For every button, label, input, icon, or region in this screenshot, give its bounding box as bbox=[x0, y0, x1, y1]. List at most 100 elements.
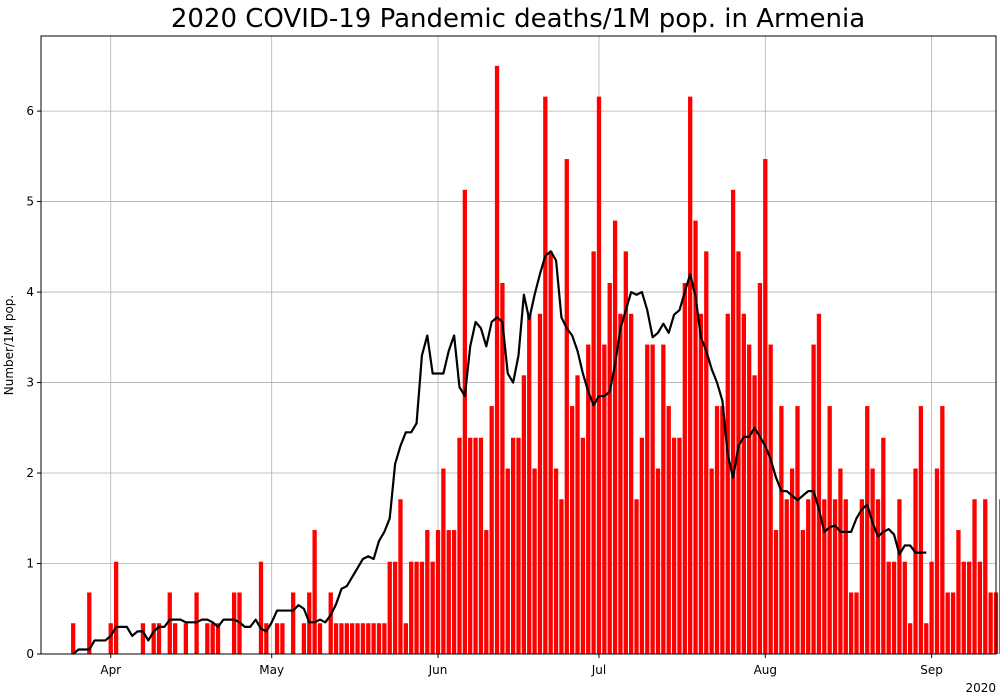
x-tick-label: Aug bbox=[754, 663, 777, 677]
bar bbox=[875, 499, 881, 654]
bar bbox=[430, 561, 435, 654]
bar bbox=[602, 344, 607, 654]
bar bbox=[591, 251, 596, 654]
bar bbox=[339, 623, 344, 654]
bar bbox=[537, 313, 543, 654]
y-tick-label: 1 bbox=[26, 557, 34, 571]
bar bbox=[183, 623, 188, 654]
bar bbox=[929, 561, 934, 654]
bar bbox=[473, 437, 478, 654]
bar bbox=[264, 623, 269, 654]
bar bbox=[988, 592, 993, 654]
bar bbox=[360, 623, 366, 654]
bar bbox=[457, 437, 462, 654]
bar bbox=[977, 561, 983, 654]
bar bbox=[559, 499, 564, 654]
bar bbox=[784, 499, 789, 654]
bar bbox=[355, 623, 360, 654]
bar bbox=[945, 592, 950, 654]
bar bbox=[789, 468, 795, 654]
y-tick-label: 4 bbox=[26, 285, 34, 299]
bar bbox=[843, 499, 848, 654]
bars-group bbox=[71, 65, 1000, 655]
bar bbox=[881, 437, 886, 654]
bar bbox=[763, 159, 768, 654]
bar bbox=[671, 437, 677, 654]
bar bbox=[747, 344, 752, 654]
bar bbox=[215, 623, 221, 654]
bar bbox=[779, 406, 784, 654]
y-axis-label: Number/1M pop. bbox=[2, 295, 16, 395]
bar bbox=[484, 530, 489, 654]
bar bbox=[961, 561, 966, 654]
bar bbox=[827, 406, 832, 654]
bar bbox=[167, 592, 172, 654]
bar bbox=[328, 592, 333, 654]
bar bbox=[972, 499, 977, 654]
bar bbox=[151, 623, 156, 654]
bar bbox=[419, 561, 425, 654]
bar bbox=[451, 530, 457, 654]
bar bbox=[768, 344, 773, 654]
bar bbox=[414, 561, 419, 654]
bar bbox=[500, 283, 505, 654]
y-tick-label: 6 bbox=[26, 104, 34, 118]
bar bbox=[71, 623, 76, 654]
bar bbox=[795, 406, 800, 654]
x-tick-label: May bbox=[259, 663, 284, 677]
plot-frame bbox=[40, 35, 997, 655]
bar bbox=[172, 623, 178, 654]
bar bbox=[655, 468, 661, 654]
bar bbox=[274, 623, 280, 654]
bar bbox=[773, 530, 779, 654]
bar bbox=[468, 437, 473, 654]
bar bbox=[382, 623, 387, 654]
bar bbox=[709, 468, 714, 654]
bar bbox=[478, 437, 484, 654]
bar bbox=[934, 468, 940, 654]
bar bbox=[521, 375, 527, 654]
bar bbox=[698, 313, 704, 654]
bar bbox=[913, 468, 918, 654]
bar bbox=[156, 623, 162, 654]
bar bbox=[462, 189, 467, 654]
bar bbox=[366, 623, 371, 654]
bar bbox=[623, 251, 628, 654]
bar bbox=[333, 623, 339, 654]
bar bbox=[441, 468, 446, 654]
bar bbox=[489, 406, 494, 654]
bar bbox=[924, 623, 929, 654]
chart-title: 2020 COVID-19 Pandemic deaths/1M pop. in… bbox=[171, 4, 865, 34]
bar bbox=[398, 499, 403, 654]
bar bbox=[752, 375, 757, 654]
bar bbox=[714, 406, 720, 654]
bar bbox=[344, 623, 349, 654]
bar bbox=[570, 406, 575, 654]
bar bbox=[838, 468, 843, 654]
bar bbox=[908, 623, 913, 654]
bar bbox=[205, 623, 210, 654]
bar bbox=[693, 220, 698, 654]
bar bbox=[312, 530, 317, 654]
bar bbox=[210, 623, 215, 654]
bar bbox=[543, 96, 548, 655]
y-axis-ticks: 0 1 2 3 4 5 6 bbox=[26, 104, 41, 661]
bar bbox=[704, 251, 709, 654]
bar bbox=[639, 437, 645, 654]
bar bbox=[612, 220, 618, 654]
bar bbox=[811, 344, 816, 654]
bar bbox=[865, 406, 870, 654]
bar bbox=[87, 592, 92, 654]
bar bbox=[527, 313, 532, 654]
bar bbox=[897, 499, 902, 654]
x-tick-label: Sep bbox=[920, 663, 943, 677]
bar bbox=[688, 96, 693, 655]
bar bbox=[425, 530, 430, 654]
bar bbox=[301, 623, 307, 654]
bar bbox=[682, 283, 687, 654]
bar bbox=[886, 561, 891, 654]
bar bbox=[376, 623, 382, 654]
bar bbox=[848, 592, 854, 654]
year-label: 2020 bbox=[965, 681, 996, 695]
